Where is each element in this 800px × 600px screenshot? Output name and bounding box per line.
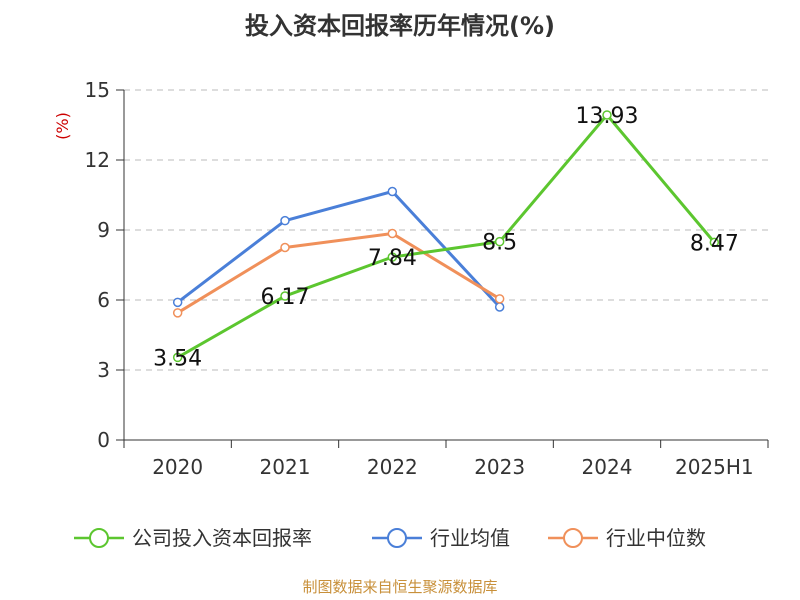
data-point — [172, 297, 183, 308]
data-point — [494, 236, 505, 247]
data-label: 7.84 — [368, 246, 417, 271]
legend-label: 公司投入资本回报率 — [132, 526, 312, 550]
y-tick-label: 9 — [97, 218, 110, 242]
legend-item[interactable]: 行业中位数 — [548, 526, 706, 550]
legend-marker-icon — [387, 528, 407, 548]
source-note: 制图数据来自恒生聚源数据库 — [302, 578, 498, 596]
data-label: 3.54 — [153, 346, 202, 371]
data-label: 13.93 — [576, 104, 639, 129]
y-tick-label: 3 — [97, 358, 110, 382]
y-tick-label: 0 — [97, 428, 110, 452]
legend-item[interactable]: 行业均值 — [372, 526, 510, 550]
data-point — [387, 228, 398, 239]
data-label: 8.5 — [482, 231, 517, 256]
x-tick-label: 2023 — [474, 455, 525, 479]
y-tick-label: 6 — [97, 288, 110, 312]
series-group — [172, 110, 720, 363]
data-point — [172, 352, 183, 363]
data-point — [172, 308, 183, 318]
x-tick-label: 2025H1 — [675, 455, 754, 479]
x-tick-label: 2021 — [260, 455, 311, 479]
data-point — [280, 242, 290, 253]
grid-lines — [124, 89, 768, 371]
data-point — [280, 291, 290, 301]
x-tick-label: 2022 — [367, 455, 418, 479]
data-point — [602, 110, 612, 120]
x-tick-label: 2024 — [582, 455, 633, 479]
legend-label: 行业中位数 — [606, 526, 706, 550]
y-axis-label: (%) — [53, 112, 72, 140]
data-point — [387, 186, 398, 197]
legend-marker-icon — [89, 528, 109, 548]
axes: 0 3 6 9 12 15 2020 2021 2022 2023 2024 2025H1 — [85, 78, 769, 479]
y-tick-label: 15 — [85, 78, 110, 102]
legend-marker-icon — [563, 528, 583, 548]
series-line — [176, 232, 501, 315]
data-labels: 3.54 6.17 7.84 8.5 13.93 8.47 — [153, 104, 739, 371]
data-point — [494, 302, 505, 312]
legend-label: 行业均值 — [430, 526, 510, 550]
data-point — [387, 252, 398, 262]
x-tick-label: 2020 — [152, 455, 203, 479]
data-label: 8.47 — [690, 231, 739, 256]
legend-item[interactable]: 公司投入资本回报率 — [74, 526, 312, 550]
chart-title: 投入资本回报率历年情况(%) — [245, 12, 555, 40]
data-point — [709, 237, 720, 248]
series-line — [176, 113, 716, 359]
legend[interactable]: 公司投入资本回报率 行业均值 行业中位数 — [74, 526, 706, 550]
data-point — [280, 215, 290, 226]
data-label: 6.17 — [261, 285, 310, 310]
data-point — [494, 294, 505, 304]
y-tick-label: 12 — [85, 148, 110, 172]
